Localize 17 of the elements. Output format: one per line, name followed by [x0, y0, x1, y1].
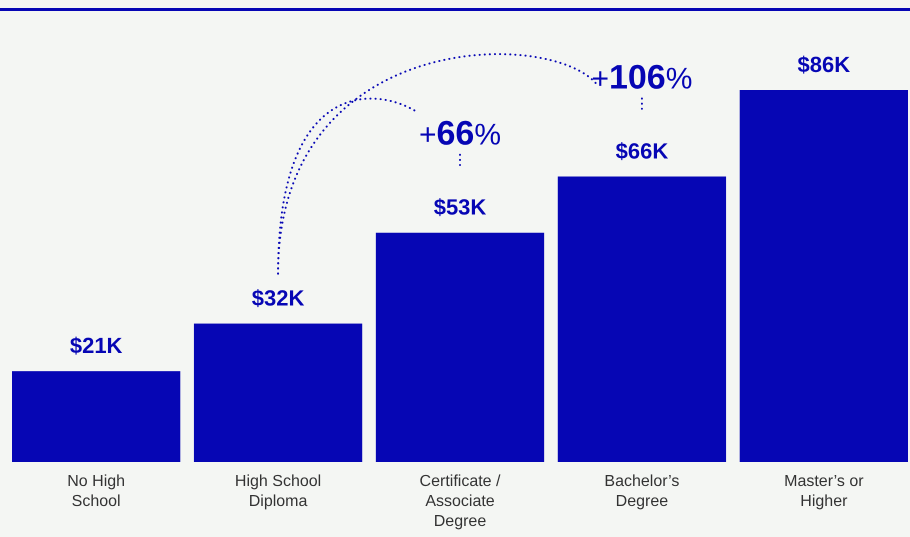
data-label: $53K [434, 194, 486, 220]
x-tick-label: Certificate / Associate Degree [420, 473, 502, 530]
x-tick-label: No High School [67, 473, 126, 510]
annotation: +106% [591, 58, 692, 97]
data-label: $21K [70, 333, 123, 358]
bar [376, 232, 544, 462]
x-tick-label: High School Diploma [234, 473, 322, 510]
data-label: $86K [798, 52, 850, 77]
data-label: $32K [252, 286, 304, 311]
bar [12, 371, 180, 462]
data-label: $66K [616, 138, 668, 164]
annotation: +66% [418, 114, 502, 153]
x-tick-label: Bachelor’s Degree [604, 473, 680, 510]
bar [558, 176, 726, 462]
bar [194, 324, 362, 462]
x-tick-label: Master’s or Higher [784, 473, 864, 510]
bar [740, 90, 908, 462]
